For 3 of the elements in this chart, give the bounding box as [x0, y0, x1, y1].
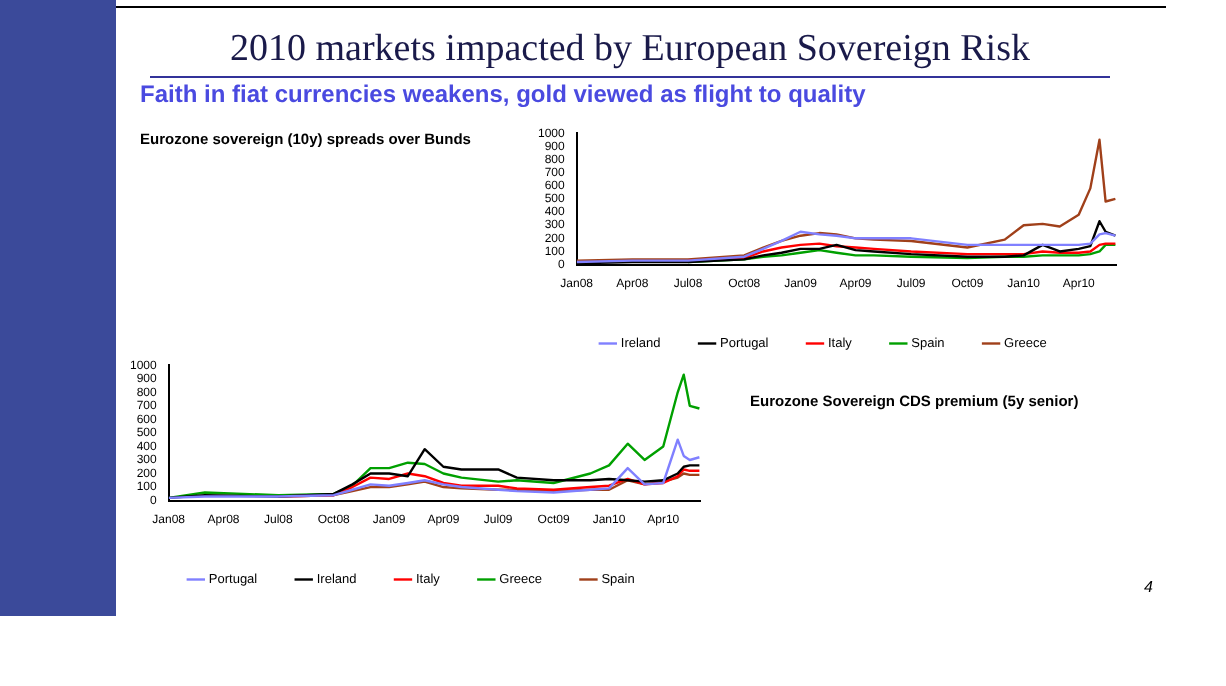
text: 4 — [1144, 578, 1153, 596]
text: 2010 markets impacted by European Sovereign Risk — [150, 28, 1110, 78]
text: Faith in fiat currencies weakens, gold viewed as flight to quality — [140, 80, 866, 108]
